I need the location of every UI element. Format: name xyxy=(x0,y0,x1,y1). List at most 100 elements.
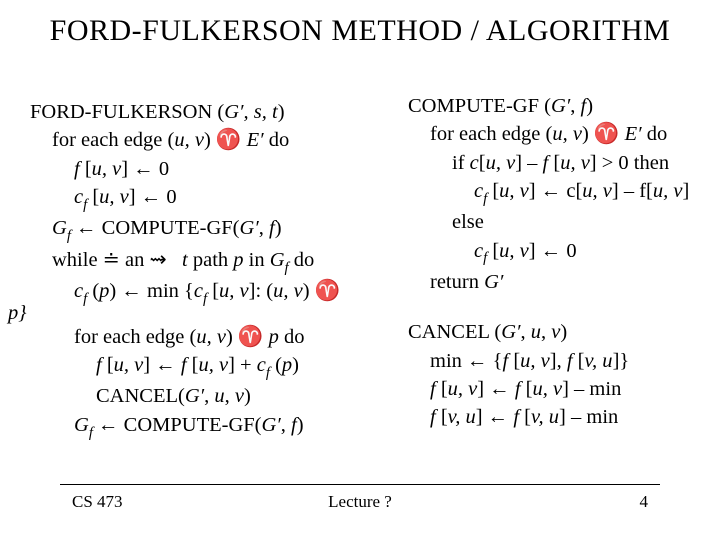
sym-g: G xyxy=(52,217,67,239)
ff-header: FORD-FULKERSON (G′, s, t) xyxy=(30,101,285,123)
txt: COMPUTE-GF ( xyxy=(408,95,551,117)
line: cf (p) ← min {cf [u, v]: (u, v) ♈ xyxy=(30,277,380,308)
sym-uv: u, v xyxy=(196,326,226,348)
sym-v: v xyxy=(551,321,560,343)
txt: ] – xyxy=(515,152,542,174)
sym-uv: u, v xyxy=(174,129,204,151)
line: while ≐ an ⇝ t path p in Gf do xyxy=(30,246,380,277)
footer-right: 4 xyxy=(640,492,649,512)
txt: ] ← xyxy=(477,378,515,400)
txt: for each edge ( xyxy=(52,129,174,151)
sym-eprime: E′ xyxy=(625,123,642,145)
sym-uv: u, v xyxy=(560,152,590,174)
txt: an xyxy=(120,249,150,271)
txt: ] ← xyxy=(476,406,514,428)
footer-center: Lecture ? xyxy=(0,492,720,512)
txt: [ xyxy=(487,180,499,202)
line: f [u, v] ← f [u, v] – min xyxy=(408,375,708,403)
txt: ) xyxy=(303,280,315,302)
sub-f: f xyxy=(483,191,487,207)
txt: [ xyxy=(487,240,499,262)
txt: ) xyxy=(204,129,216,151)
txt: in xyxy=(244,249,270,271)
sym-uv: u, v xyxy=(520,350,550,372)
sym-eprime: E′ xyxy=(247,129,264,151)
cancel-header: CANCEL (G′, u, v) xyxy=(408,321,567,343)
line: for each edge (u, v) ♈ p do xyxy=(30,323,380,351)
txt: min ← { xyxy=(430,350,502,372)
txt: [ xyxy=(519,406,531,428)
sym-gprime: G′ xyxy=(501,321,520,343)
txt: ) xyxy=(275,217,282,239)
txt: ← COMPUTE-GF( xyxy=(71,217,240,239)
txt: ] xyxy=(683,180,690,202)
sym-g: G xyxy=(270,249,285,271)
line: Gf ← COMPUTE-GF(G′, f) xyxy=(30,214,380,245)
line: for each edge (u, v) ♈ E′ do xyxy=(408,120,708,148)
sym-vu: v, u xyxy=(448,406,476,428)
sym-uv: u, v xyxy=(499,180,529,202)
sub-f: f xyxy=(266,365,270,381)
sub-f: f xyxy=(203,291,207,307)
line: cf [u, v] ← c[u, v] – f[u, v] xyxy=(408,177,708,208)
sub-f: f xyxy=(67,228,71,244)
sym-c: c xyxy=(470,152,479,174)
txt: , xyxy=(541,321,551,343)
line: min ← {f [u, v], f [v, u]} xyxy=(408,347,708,375)
sub-f: f xyxy=(483,250,487,266)
slide-title: FORD-FULKERSON METHOD / ALGORITHM xyxy=(0,14,720,48)
sym-gprime: G′ xyxy=(240,217,259,239)
txt: ) xyxy=(297,414,304,436)
sym-uv: u, v xyxy=(552,123,582,145)
right-algorithms: COMPUTE-GF (G′, f) for each edge (u, v) … xyxy=(408,92,708,431)
spacer xyxy=(30,309,380,323)
txt: ) xyxy=(278,101,285,123)
sym-p: p xyxy=(269,326,279,348)
sym-gprime: G′ xyxy=(262,414,281,436)
sym-uv: u, v xyxy=(92,158,122,180)
txt: [ xyxy=(521,378,533,400)
txt: , xyxy=(244,101,254,123)
txt: ] ← 0 xyxy=(129,186,177,208)
txt: [ xyxy=(508,350,520,372)
sym-c: c xyxy=(257,354,266,376)
txt: ], xyxy=(550,350,567,372)
sym-c: c xyxy=(474,180,483,202)
sym-gprime: G′ xyxy=(224,101,243,123)
sym-uv: u, v xyxy=(219,280,249,302)
sym-uv: u, v xyxy=(499,240,529,262)
txt: path xyxy=(188,249,234,271)
sym-uv: u, v xyxy=(114,354,144,376)
txt: [ xyxy=(548,152,560,174)
sym-gprime: G′ xyxy=(551,95,570,117)
txt: [ xyxy=(207,280,219,302)
arrow-icon: ⇝ xyxy=(149,249,166,271)
sym-u: u xyxy=(531,321,541,343)
txt: do xyxy=(289,249,315,271)
txt: return xyxy=(430,271,484,293)
txt: ) xyxy=(586,95,593,117)
sym-uv: u, v xyxy=(582,180,612,202)
spacer xyxy=(408,296,708,318)
txt: ] ← 0 xyxy=(529,240,577,262)
txt: ( xyxy=(270,354,282,376)
slide: FORD-FULKERSON METHOD / ALGORITHM FORD-F… xyxy=(0,0,720,540)
sym-s: s xyxy=(254,101,262,123)
p-curly: p} xyxy=(8,302,26,325)
txt: ) ← min { xyxy=(109,280,193,302)
txt: , xyxy=(259,217,269,239)
sym-p: p xyxy=(282,354,292,376)
line: return G′ xyxy=(408,268,708,296)
sym-gprime: G′ xyxy=(484,271,503,293)
left-algorithm: FORD-FULKERSON (G′, s, t) for each edge … xyxy=(30,98,380,442)
txt: do xyxy=(642,123,668,145)
txt: , xyxy=(521,321,531,343)
line: for each edge (u, v) ♈ E′ do xyxy=(30,126,380,154)
sym-vu: v, u xyxy=(531,406,559,428)
txt: [ xyxy=(436,378,448,400)
sym-c: c xyxy=(474,240,483,262)
txt: ) xyxy=(560,321,567,343)
txt: , xyxy=(262,101,272,123)
txt: [ xyxy=(80,158,92,180)
txt: [ xyxy=(87,186,99,208)
